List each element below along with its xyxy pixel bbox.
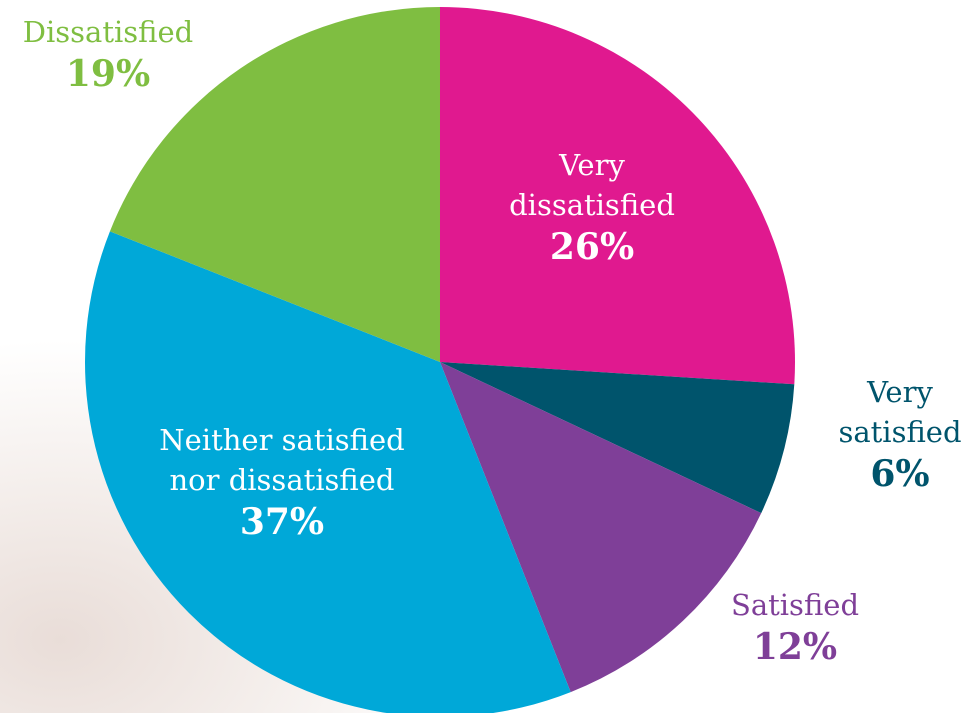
- category-label: Satisfied: [730, 588, 860, 622]
- value-label: 6%: [870, 453, 930, 495]
- category-label: Neither satisfied nor dissatisfied: [159, 423, 405, 497]
- slice-label: Neither satisfied nor dissatisfied 37%: [159, 420, 404, 544]
- pie-slice: [440, 7, 795, 385]
- pie-slice: [440, 362, 795, 514]
- slice-label: Very dissatisfied 26%: [509, 145, 675, 269]
- pie-slice: [440, 362, 762, 693]
- slice-label: Very satisfied 6%: [838, 372, 961, 496]
- category-label: Dissatisfied: [22, 15, 194, 49]
- slice-label: Dissatisfied 19%: [23, 12, 193, 96]
- pie-slice: [109, 7, 440, 362]
- value-label: 19%: [65, 53, 151, 95]
- pie-slice: [85, 231, 571, 713]
- value-label: 37%: [239, 501, 325, 543]
- value-label: 12%: [752, 626, 838, 668]
- slice-label: Satisfied 12%: [731, 585, 859, 669]
- category-label: Very dissatisfied: [509, 148, 675, 222]
- category-label: Very satisfied: [838, 375, 962, 449]
- value-label: 26%: [549, 226, 635, 268]
